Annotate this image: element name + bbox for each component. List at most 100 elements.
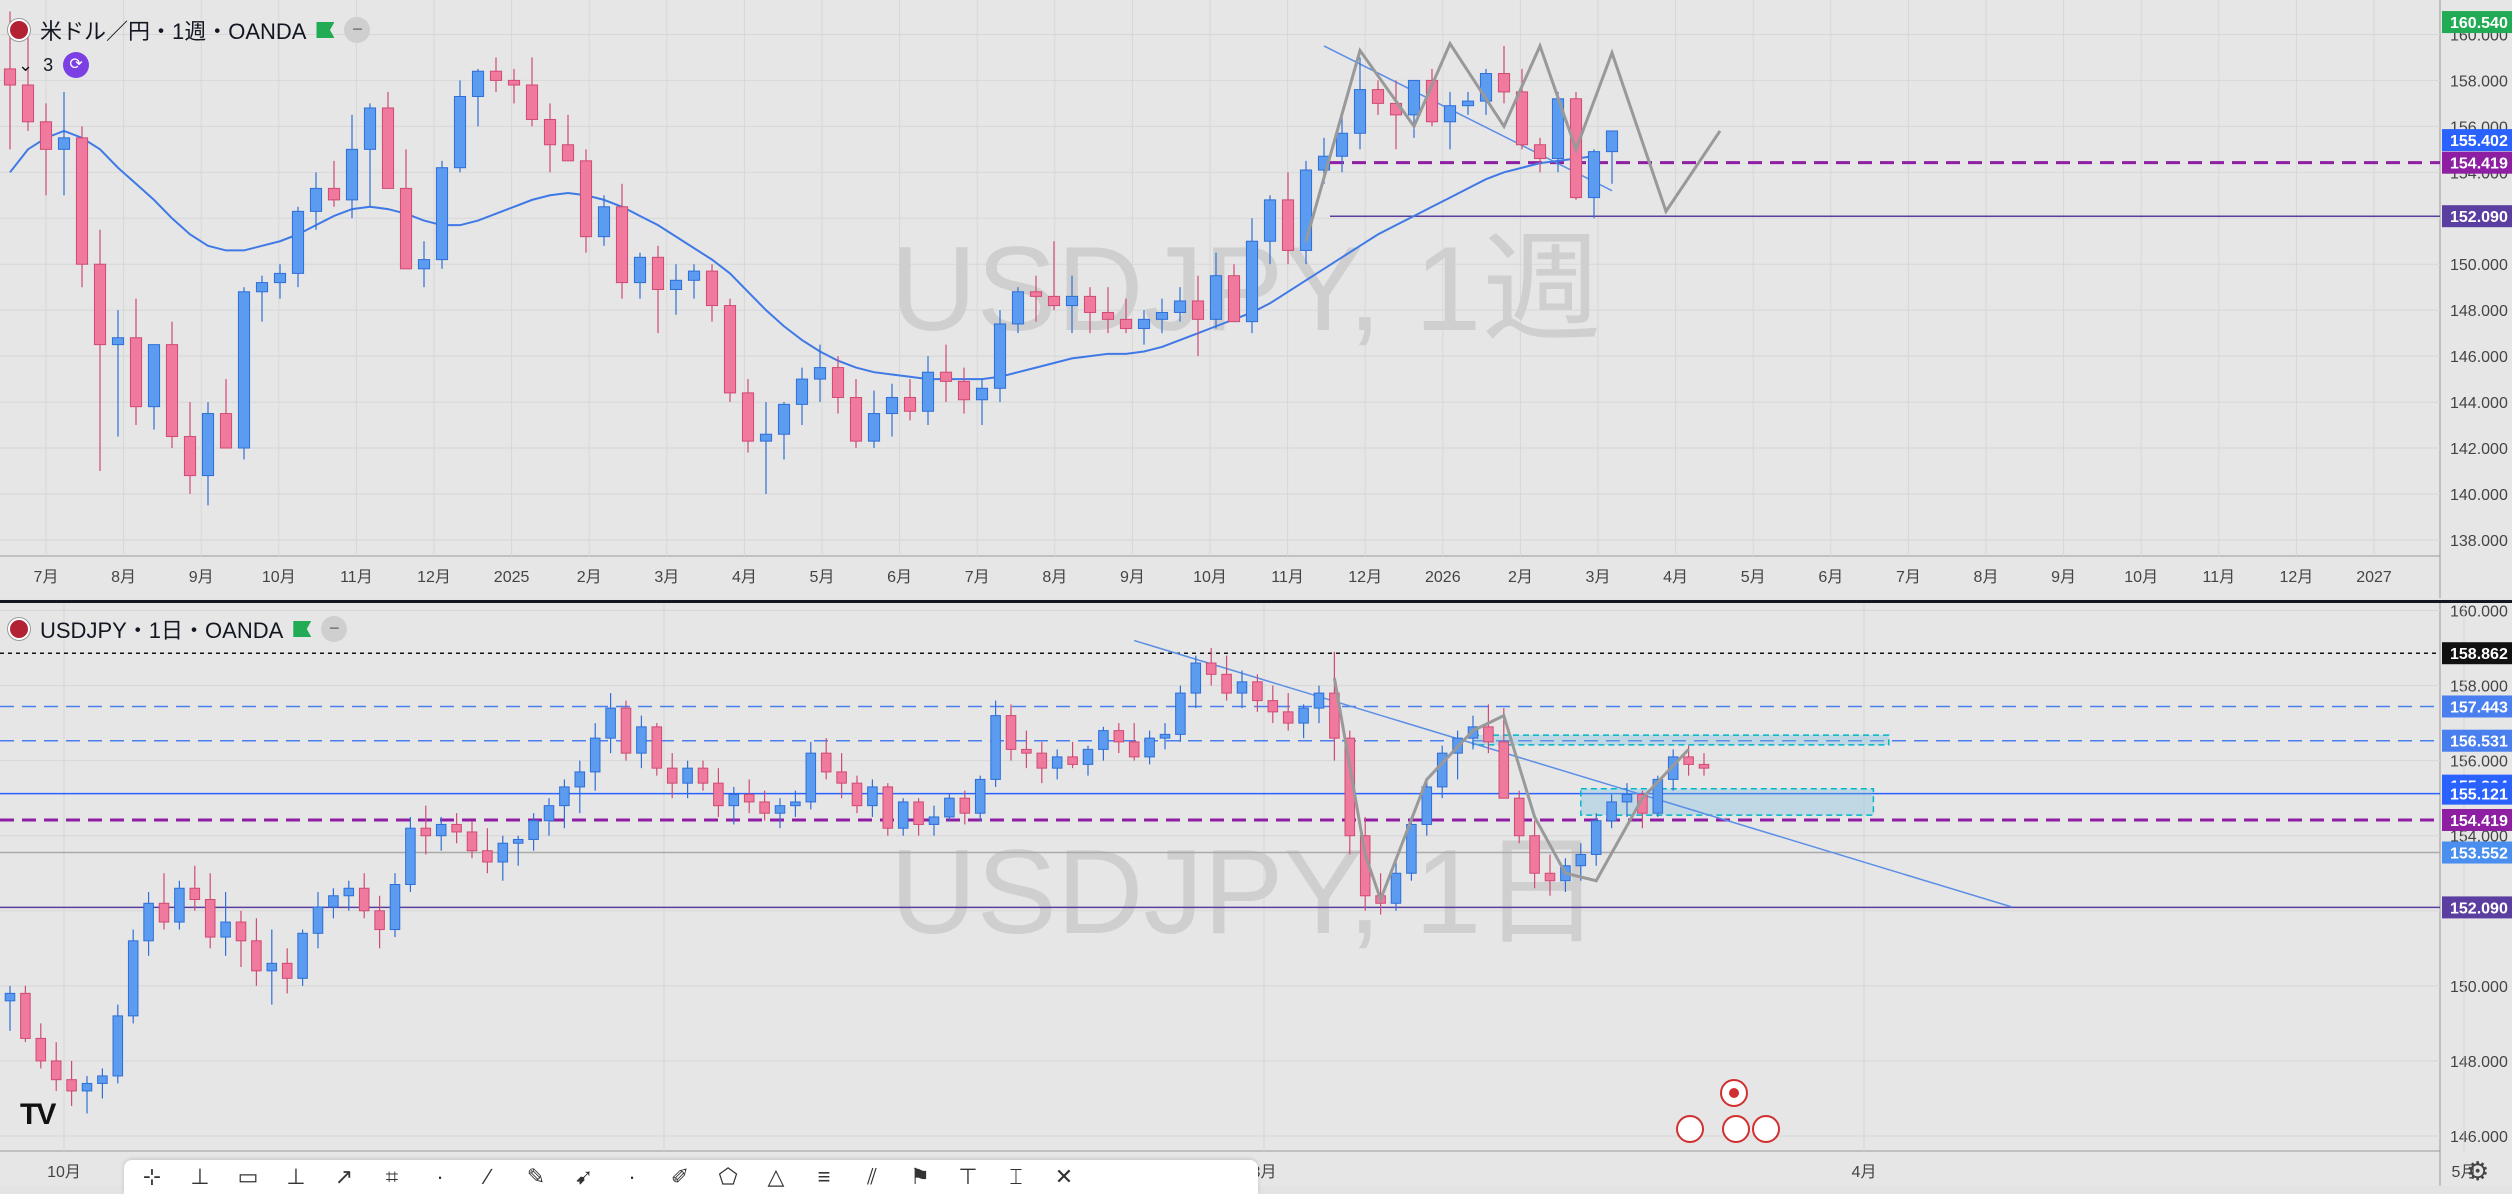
candle-body (741, 392, 755, 442)
x-tick-label: 5月 (2452, 1164, 2477, 1181)
candle-body (358, 887, 370, 912)
moving-average-line (9, 129, 1595, 381)
range-tool-icon[interactable]: ⌗ (385, 1164, 399, 1189)
flag-tool-icon[interactable]: ⚑ (910, 1164, 930, 1189)
candle-body (81, 1082, 93, 1092)
sync-icon[interactable]: ⟳ (63, 52, 90, 78)
candle-body (921, 371, 935, 412)
candle-body (66, 1079, 77, 1092)
weekly-chart[interactable]: 160.000158.000156.000154.000152.000150.0… (0, 0, 2512, 598)
price-label-bg (2442, 896, 2512, 919)
candle-body (1606, 801, 1617, 822)
candle-body (974, 778, 986, 814)
collapse-chevron-icon[interactable]: ⌄ (18, 54, 34, 75)
candle-body (165, 344, 179, 438)
weekly-symbol-title[interactable]: 米ドル／円・1週・OANDA (40, 19, 307, 44)
dot2-tool-icon[interactable]: · (628, 1164, 636, 1189)
candle-body (777, 403, 791, 435)
y-tick-label: 138.000 (2450, 533, 2508, 550)
candle-body (147, 344, 161, 408)
ray-tool-icon[interactable]: ∕ (486, 1164, 490, 1189)
x-tick-label: 5月 (810, 569, 835, 586)
candle-body (525, 84, 539, 120)
arrow-tool-icon[interactable]: ➹ (574, 1164, 594, 1189)
weekly-indicator-row: ⌄ 3 ⟳ (18, 52, 90, 78)
rectangle-tool-icon[interactable]: ▭ (237, 1164, 259, 1189)
candle-body (97, 1075, 108, 1084)
price-label-bg (2442, 11, 2512, 34)
candle-body (1175, 692, 1186, 735)
candle-body (543, 805, 555, 822)
brush-tool-icon[interactable]: ✎ (526, 1164, 546, 1189)
y-tick-label: 148.000 (2450, 303, 2508, 320)
candle-body (1461, 100, 1475, 107)
x-tick-label: 2月 (577, 569, 602, 586)
candle-body (1267, 700, 1279, 713)
candle-body (959, 797, 971, 814)
candle-body (1252, 681, 1263, 702)
candle-body (543, 118, 557, 146)
candle-body (1407, 79, 1421, 116)
close-tool-icon[interactable]: ✕ (1054, 1164, 1074, 1189)
candle-body (4, 992, 16, 1002)
candle-body (820, 752, 832, 773)
candle-body (291, 210, 305, 274)
triangle-tool-icon[interactable]: △ (767, 1164, 785, 1189)
gear-icon[interactable]: ⚙ (2466, 1156, 2490, 1186)
candle-body (1544, 872, 1556, 882)
candle-body (705, 270, 719, 307)
candle-body (669, 279, 683, 290)
dot-tool-icon[interactable]: · (436, 1164, 444, 1189)
pin-tool-icon[interactable]: ⊥ (190, 1164, 210, 1189)
price-label-bg (2442, 695, 2512, 718)
candle-body (759, 433, 773, 442)
candle-body (497, 842, 509, 863)
candle-body (867, 413, 881, 442)
minimize-legend-button[interactable]: − (344, 17, 371, 43)
fib-tool-icon[interactable]: ≡ (817, 1164, 831, 1189)
tradingview-logo[interactable]: TV (20, 1098, 56, 1131)
candle-body (1533, 144, 1547, 160)
candle-body (687, 270, 701, 281)
economic-event-us-flag-icon (1752, 1115, 1780, 1143)
candle-body (381, 107, 395, 189)
cursor-tool-icon[interactable]: ⊹ (142, 1164, 162, 1189)
weekly-chart-pane[interactable]: 160.000158.000156.000154.000152.000150.0… (0, 0, 2512, 598)
candle-body (1173, 300, 1187, 313)
x-tick-label: 4月 (1663, 569, 1688, 586)
candle-body (867, 786, 878, 807)
daily-symbol-title[interactable]: USDJPY・1日・OANDA (40, 618, 284, 643)
y-tick-label: 160.000 (2450, 604, 2508, 621)
candle-body (1281, 199, 1295, 251)
candle-body (158, 902, 170, 923)
x-tick-label: 11月 (1271, 569, 1304, 586)
candle-body (1421, 786, 1433, 825)
measure-tool-icon[interactable]: ⊤ (958, 1164, 978, 1189)
candle-body (1313, 692, 1325, 709)
candle-body (39, 121, 53, 150)
x-tick-label: 10月 (47, 1164, 81, 1181)
symbol-watermark: USDJPY, 1日 (890, 825, 1601, 959)
candle-body (939, 371, 953, 382)
candle-body (1101, 311, 1115, 320)
daily-chart[interactable]: 160.000158.000156.000154.000152.000150.0… (0, 603, 2512, 1186)
candle-body (328, 895, 339, 908)
candle-body (50, 1060, 62, 1081)
daily-chart-pane[interactable]: 160.000158.000156.000154.000152.000150.0… (0, 600, 2512, 1186)
vertical-line-tool-icon[interactable]: ⊥ (286, 1164, 306, 1189)
minimize-legend-button[interactable]: − (321, 616, 348, 642)
trend-line-tool-icon[interactable]: ↗ (334, 1164, 354, 1189)
candle-body (728, 793, 740, 807)
candle-body (281, 962, 293, 979)
channel-tool-icon[interactable]: ⫽ (867, 1164, 877, 1189)
candle-body (897, 801, 909, 829)
candle-body (237, 291, 251, 449)
candle-body (1667, 756, 1679, 780)
candle-body (713, 782, 724, 807)
candle-body (219, 413, 233, 449)
candle-body (21, 84, 35, 123)
date-range-tool-icon[interactable]: ⌶ (1009, 1164, 1023, 1189)
price-label-bg (2442, 129, 2512, 152)
pen-tool-icon[interactable]: ✐ (670, 1164, 690, 1189)
shape-tool-icon[interactable]: ⬠ (718, 1164, 738, 1189)
